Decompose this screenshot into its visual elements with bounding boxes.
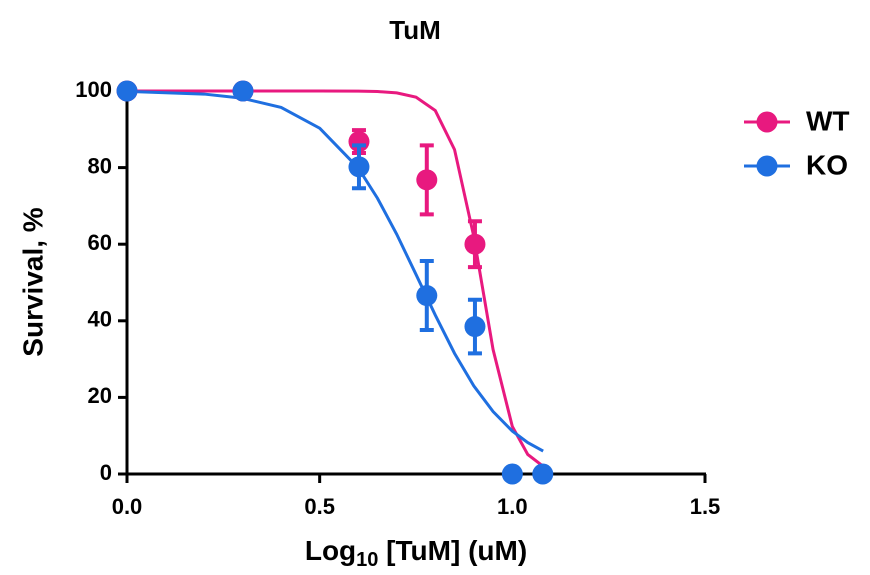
fit-curve [127, 89, 545, 468]
x-label-rest: [TuM] (uM) [378, 535, 527, 566]
x-label-sub: 10 [356, 549, 378, 571]
data-point [532, 463, 554, 485]
legend-label: KO [806, 149, 848, 180]
x-tick-label: 1.0 [497, 494, 528, 519]
y-tick-label: 40 [88, 307, 112, 332]
legend-marker [756, 155, 778, 177]
fit-curve [126, 89, 544, 453]
y-tick-label: 60 [88, 230, 112, 255]
data-point [416, 285, 438, 307]
y-axis-label: Survival, % [17, 207, 48, 357]
data-point [464, 233, 486, 255]
chart-title: TuM [389, 15, 441, 45]
x-label-main: Log [305, 535, 356, 566]
y-tick-label: 80 [88, 153, 112, 178]
y-tick-label: 20 [88, 383, 112, 408]
data-point [501, 463, 523, 485]
data-point [416, 169, 438, 191]
data-point [116, 80, 138, 102]
data-point [232, 80, 254, 102]
y-tick-label: 100 [75, 77, 112, 102]
x-tick-label: 0.5 [304, 494, 335, 519]
data-point [464, 316, 486, 338]
legend-label: WT [806, 105, 850, 136]
x-tick-label: 1.5 [690, 494, 721, 519]
data-point [348, 156, 370, 178]
x-tick-label: 0.0 [112, 494, 143, 519]
y-tick-label: 0 [100, 460, 112, 485]
legend-marker [756, 111, 778, 133]
x-axis-label: Log10 [TuM] (uM) [305, 535, 527, 571]
